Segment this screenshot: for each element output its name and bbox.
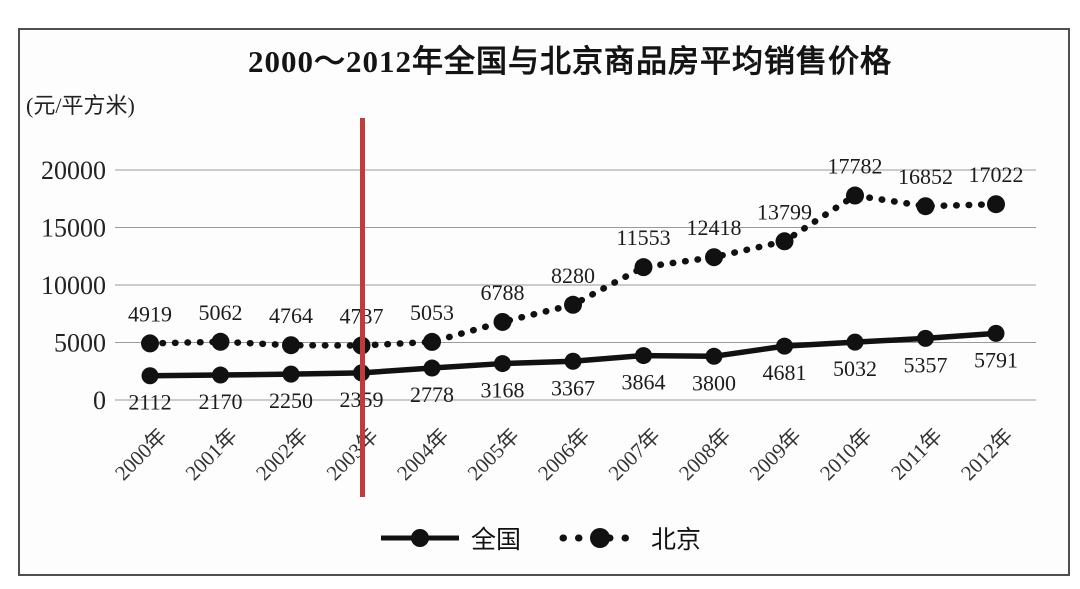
x-tick-label: 2011年 bbox=[886, 424, 947, 485]
data-label: 2778 bbox=[410, 382, 454, 407]
data-point-marker bbox=[987, 195, 1005, 214]
data-label: 5357 bbox=[904, 352, 948, 377]
y-axis-unit-label: (元/平方米) bbox=[26, 93, 135, 118]
x-tick-label: 2003年 bbox=[322, 424, 384, 486]
y-tick-label: 10000 bbox=[41, 271, 106, 300]
data-label: 12418 bbox=[687, 215, 742, 240]
data-label: 3800 bbox=[692, 370, 736, 395]
x-tick-label: 2005年 bbox=[463, 424, 525, 486]
x-tick-label: 2012年 bbox=[956, 424, 1018, 486]
data-label: 16852 bbox=[898, 164, 953, 189]
data-label: 3168 bbox=[481, 378, 525, 403]
data-point-marker bbox=[564, 295, 582, 314]
data-point-marker bbox=[211, 332, 230, 351]
data-point-marker bbox=[987, 324, 1005, 342]
chart-title: 2000～2012年全国与北京商品房平均销售价格 bbox=[248, 44, 892, 79]
data-point-marker bbox=[846, 333, 864, 351]
data-label: 3367 bbox=[551, 375, 595, 400]
data-label: 11553 bbox=[616, 225, 670, 250]
y-tick-label: 15000 bbox=[41, 214, 106, 243]
legend-item-national: 全国 bbox=[379, 520, 521, 556]
data-label: 17022 bbox=[969, 162, 1024, 187]
data-label: 4681 bbox=[763, 360, 807, 385]
data-point-marker bbox=[282, 336, 300, 355]
data-point-marker bbox=[846, 186, 864, 205]
x-tick-label: 2010年 bbox=[815, 424, 877, 486]
data-point-marker bbox=[423, 359, 441, 377]
data-label: 13799 bbox=[757, 199, 812, 224]
data-point-marker bbox=[141, 367, 159, 385]
data-label: 5791 bbox=[974, 347, 1018, 372]
data-point-marker bbox=[776, 337, 793, 355]
x-tick-label: 2001年 bbox=[181, 424, 243, 486]
data-point-marker bbox=[635, 347, 652, 365]
data-label: 5062 bbox=[199, 300, 243, 325]
solid-line-legend-swatch bbox=[380, 529, 459, 547]
data-point-marker bbox=[493, 312, 512, 331]
data-point-marker bbox=[423, 332, 441, 351]
data-label: 6788 bbox=[481, 280, 525, 305]
y-tick-label: 0 bbox=[93, 386, 106, 415]
x-tick-label: 2000年 bbox=[110, 424, 172, 486]
x-tick-label: 2008年 bbox=[674, 424, 736, 486]
data-label: 5053 bbox=[410, 300, 454, 325]
x-tick-label: 2009年 bbox=[745, 424, 807, 486]
x-tick-label: 2007年 bbox=[604, 424, 666, 486]
data-point-marker bbox=[564, 352, 582, 370]
data-label: 5032 bbox=[833, 356, 877, 381]
legend-item-beijing: 北京 bbox=[559, 520, 701, 556]
data-point-marker bbox=[775, 232, 794, 251]
data-label: 3864 bbox=[622, 370, 666, 395]
data-label: 4919 bbox=[128, 301, 172, 326]
chart-frame bbox=[18, 28, 1070, 576]
data-label: 2170 bbox=[199, 389, 243, 414]
data-label: 17782 bbox=[828, 154, 883, 179]
x-tick-label: 2004年 bbox=[392, 424, 454, 486]
chart-legend: 全国 北京 bbox=[0, 520, 1080, 556]
y-tick-label: 20000 bbox=[41, 156, 106, 185]
data-label: 2112 bbox=[128, 390, 171, 415]
data-point-marker bbox=[282, 365, 300, 383]
data-point-marker bbox=[705, 248, 723, 267]
data-point-marker bbox=[141, 334, 159, 353]
x-tick-label: 2006年 bbox=[533, 424, 595, 486]
data-label: 4764 bbox=[269, 303, 313, 328]
data-point-marker bbox=[212, 366, 229, 384]
y-tick-label: 5000 bbox=[54, 329, 106, 358]
data-point-marker bbox=[917, 329, 934, 347]
data-label: 8280 bbox=[551, 263, 595, 288]
data-point-marker bbox=[634, 258, 653, 277]
legend-label-national: 全国 bbox=[470, 527, 521, 554]
data-point-marker bbox=[916, 197, 935, 216]
data-label: 2250 bbox=[269, 388, 313, 413]
legend-label-beijing: 北京 bbox=[651, 527, 702, 554]
data-point-marker bbox=[494, 355, 511, 373]
x-tick-label: 2002年 bbox=[251, 424, 313, 486]
data-point-marker bbox=[705, 347, 723, 365]
dotted-line-legend-swatch bbox=[559, 528, 641, 548]
